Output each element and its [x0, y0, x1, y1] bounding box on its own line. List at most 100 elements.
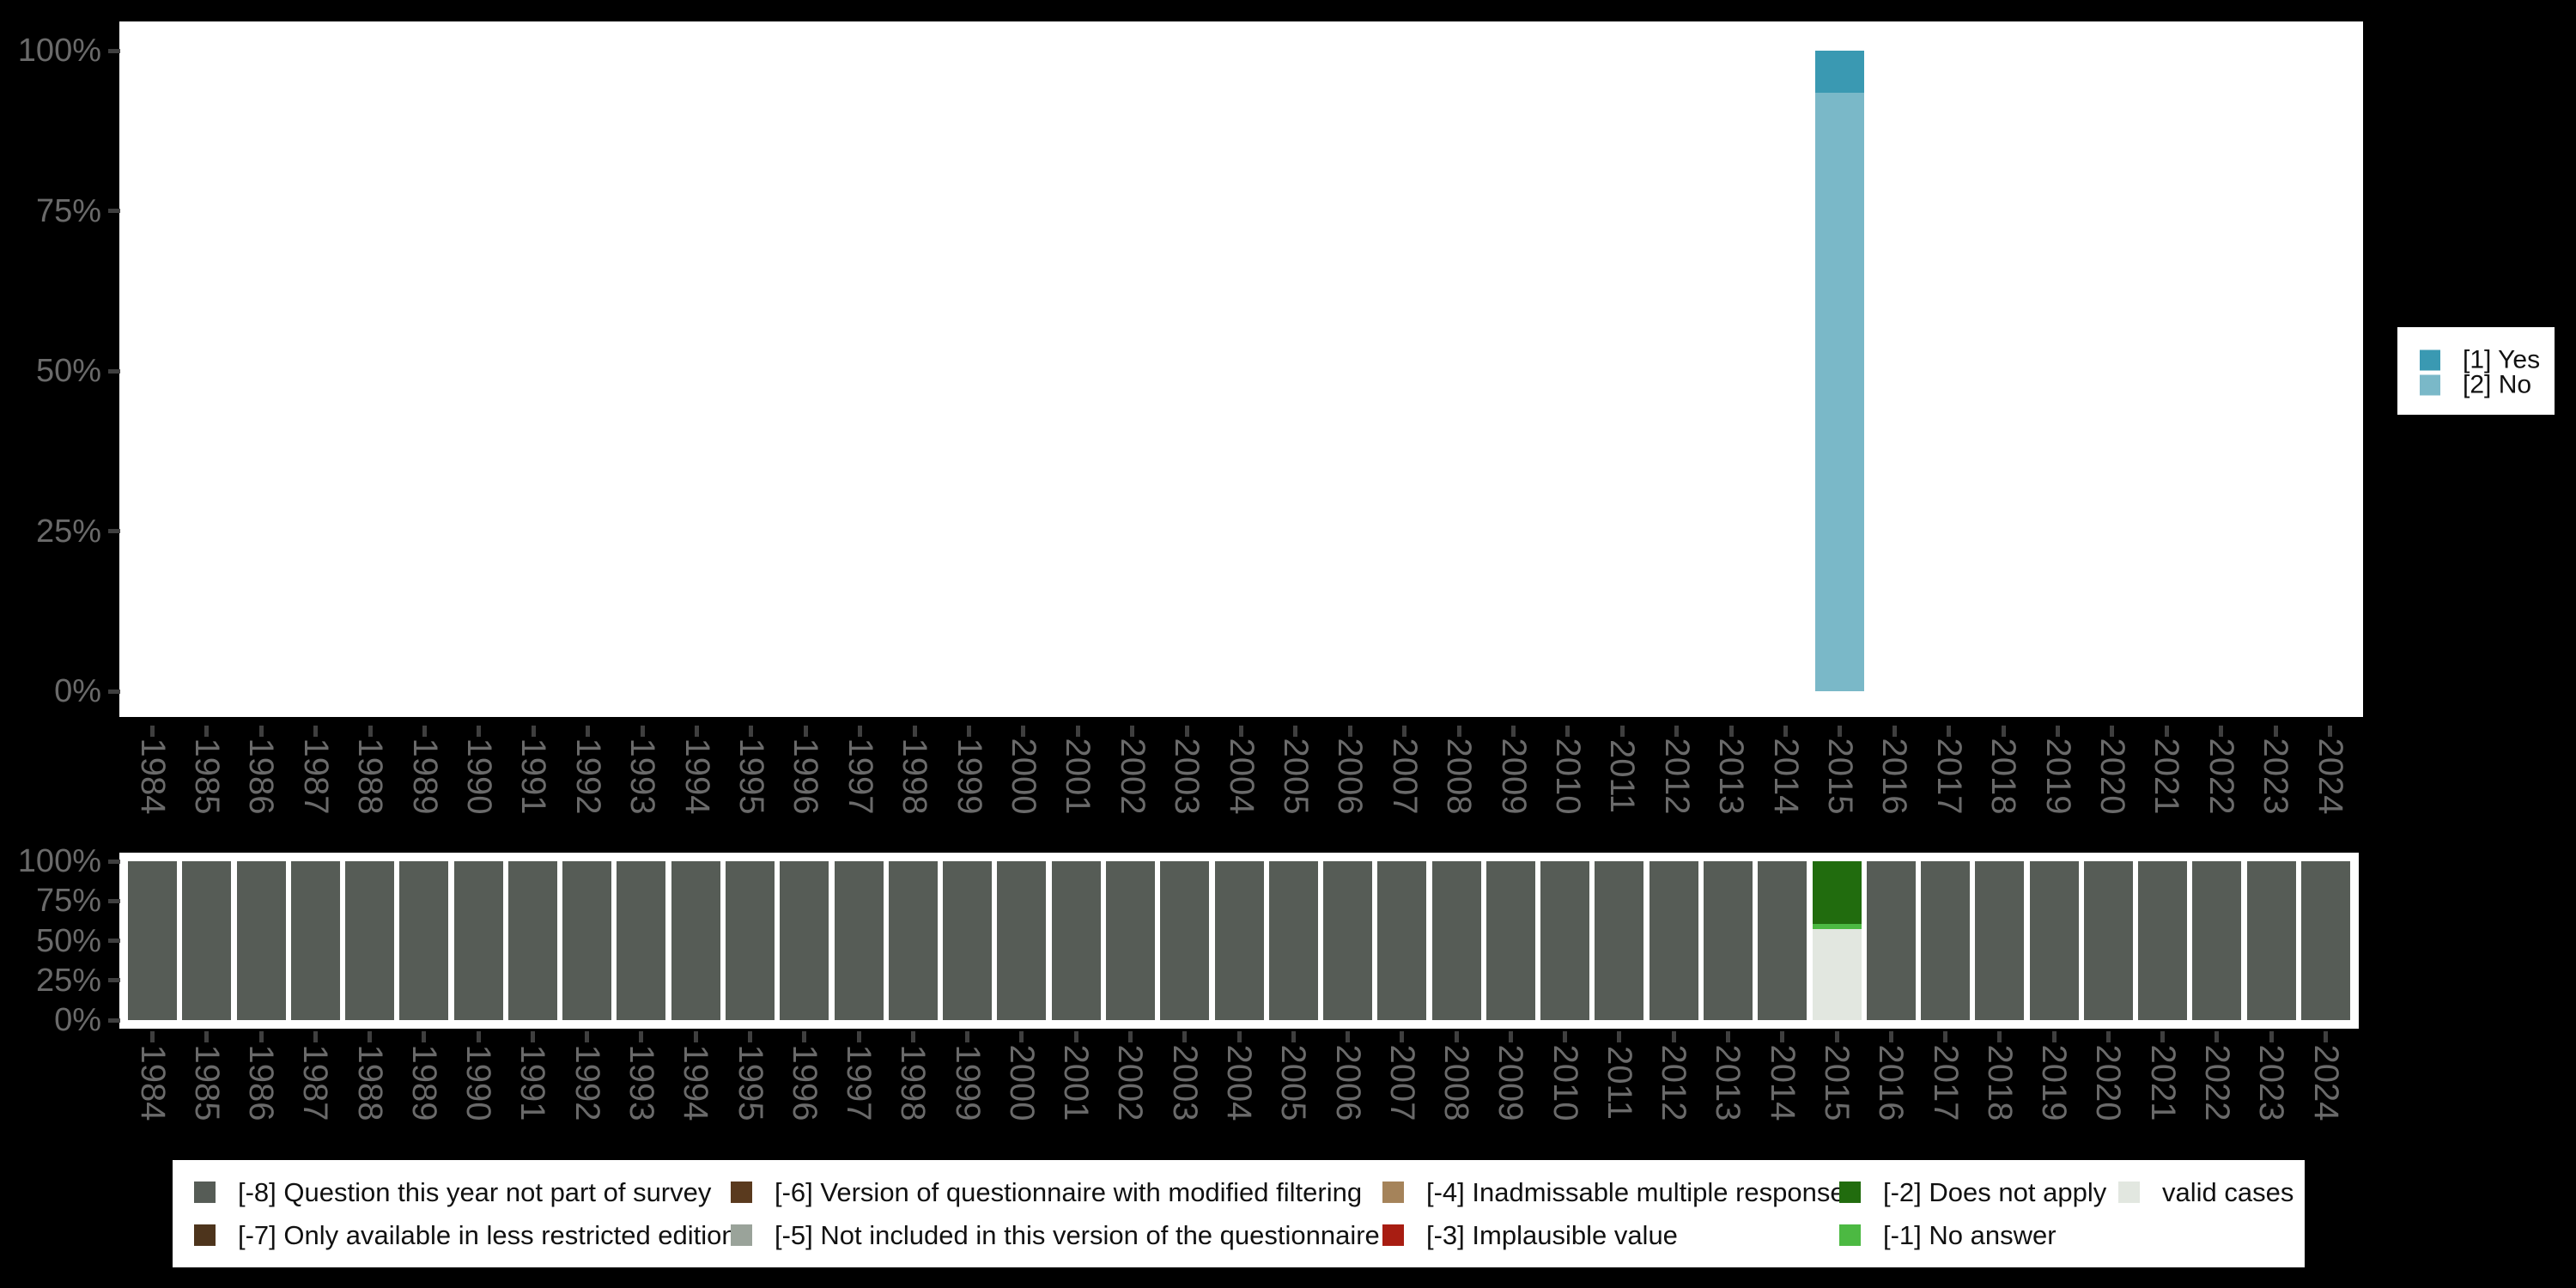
x-tick-label: 2014 [1766, 738, 1805, 815]
x-tick-label: 1991 [513, 1044, 552, 1121]
x-tick [1184, 726, 1189, 737]
x-tick [1346, 1031, 1351, 1042]
bar-segment [1812, 924, 1862, 929]
x-tick [2328, 726, 2332, 737]
x-tick [640, 726, 645, 737]
x-tick [1127, 1031, 1133, 1042]
legend-item-label: [2] No [2463, 370, 2532, 399]
x-tick [858, 726, 863, 737]
x-tick [1239, 726, 1243, 737]
x-tick-label: 2016 [1875, 738, 1914, 815]
x-tick-label: 2001 [1059, 738, 1097, 815]
x-tick-label: 2000 [1004, 738, 1042, 815]
legend-item: [-5] Not included in this version of the… [731, 1220, 1380, 1249]
bar-segment [1812, 861, 1862, 925]
x-tick-label: 2017 [1929, 738, 1968, 815]
y-tick-label: 50% [35, 922, 101, 959]
y-tick-label: 25% [35, 513, 101, 550]
x-tick-label: 2022 [2197, 1044, 2236, 1121]
x-tick-label: 1993 [623, 738, 662, 815]
x-tick-label: 1994 [677, 738, 716, 815]
legend-swatch [731, 1182, 752, 1203]
x-tick [803, 726, 808, 737]
x-tick [2056, 726, 2060, 737]
x-tick-label: 1998 [894, 1044, 933, 1121]
bar-segment [507, 861, 557, 1020]
x-tick [1728, 726, 1734, 737]
x-tick [150, 1031, 155, 1042]
x-tick-label: 2011 [1600, 1045, 1638, 1121]
x-tick [2273, 726, 2278, 737]
legend-item: [1] Yes [2420, 346, 2540, 374]
x-tick [204, 1031, 210, 1042]
x-tick-label: 1990 [459, 738, 498, 815]
x-tick [476, 1031, 481, 1042]
legend-item: [-3] Implausible value [1382, 1220, 1678, 1249]
x-tick [1236, 1031, 1242, 1042]
y-tick [108, 48, 120, 53]
x-tick-label: 2004 [1222, 738, 1261, 815]
x-tick [1834, 1031, 1839, 1042]
x-tick-label: 1997 [841, 738, 879, 815]
x-tick-label: 2001 [1057, 1044, 1096, 1121]
x-tick-label: 2005 [1276, 738, 1315, 815]
x-tick-label: 2004 [1220, 1044, 1258, 1121]
y-tick [108, 859, 120, 864]
x-tick [585, 1031, 590, 1042]
bar-segment [1268, 861, 1318, 1020]
x-tick-label: 2015 [1818, 1044, 1856, 1121]
x-tick-label: 2021 [2148, 738, 2186, 815]
x-tick [1291, 1031, 1296, 1042]
x-tick-label: 2008 [1440, 738, 1479, 815]
x-tick [368, 1031, 373, 1042]
x-tick-label: 2006 [1331, 738, 1370, 815]
x-tick-label: 2006 [1328, 1044, 1367, 1121]
x-tick [1619, 726, 1625, 737]
x-tick [1943, 1031, 1948, 1042]
top-chart-plot [119, 21, 2363, 717]
bar-segment [943, 861, 993, 1020]
x-tick [1892, 726, 1897, 737]
x-tick [422, 1031, 427, 1042]
x-tick-label: 2024 [2306, 1044, 2345, 1121]
bar-segment [617, 861, 666, 1020]
y-tick [108, 689, 120, 694]
legend-swatch [194, 1182, 216, 1203]
y-tick-label: 75% [35, 883, 101, 920]
x-tick [313, 726, 319, 737]
legend-swatch [2420, 374, 2440, 395]
bar-segment [780, 861, 829, 1020]
legend-item-label: [-8] Question this year not part of surv… [238, 1176, 712, 1207]
legend-item: [2] No [2420, 371, 2531, 399]
x-tick-label: 2000 [1002, 1044, 1041, 1121]
x-tick-label: 1991 [514, 738, 553, 815]
x-tick [1997, 1031, 2002, 1042]
bar-segment [1431, 861, 1481, 1020]
x-tick-label: 1996 [785, 1044, 823, 1121]
bar-segment [671, 861, 720, 1020]
legend-item-label: [-7] Only available in less restricted e… [238, 1219, 737, 1250]
x-tick [1617, 1031, 1622, 1042]
bar-segment [1323, 861, 1373, 1020]
legend-item-label: [-5] Not included in this version of the… [775, 1219, 1380, 1250]
x-tick [2215, 1031, 2220, 1042]
x-tick [1674, 726, 1680, 737]
x-tick [2110, 726, 2115, 737]
x-tick [2219, 726, 2224, 737]
x-tick [639, 1031, 644, 1042]
x-tick-label: 1996 [787, 738, 825, 815]
x-tick [2001, 726, 2006, 737]
x-tick-label: 2005 [1274, 1044, 1313, 1121]
y-tick-label: 0% [54, 673, 101, 709]
bar-segment [290, 861, 340, 1020]
legend-item: valid cases [2118, 1177, 2293, 1206]
x-tick-label: 2018 [1980, 1044, 2019, 1121]
x-tick [1019, 1031, 1024, 1042]
legend-item: [-1] No answer [1839, 1220, 2057, 1249]
x-tick [748, 1031, 753, 1042]
x-tick [258, 726, 264, 737]
x-tick [1783, 726, 1788, 737]
x-tick [1400, 1031, 1405, 1042]
x-tick [1780, 1031, 1785, 1042]
x-tick [2160, 1031, 2166, 1042]
